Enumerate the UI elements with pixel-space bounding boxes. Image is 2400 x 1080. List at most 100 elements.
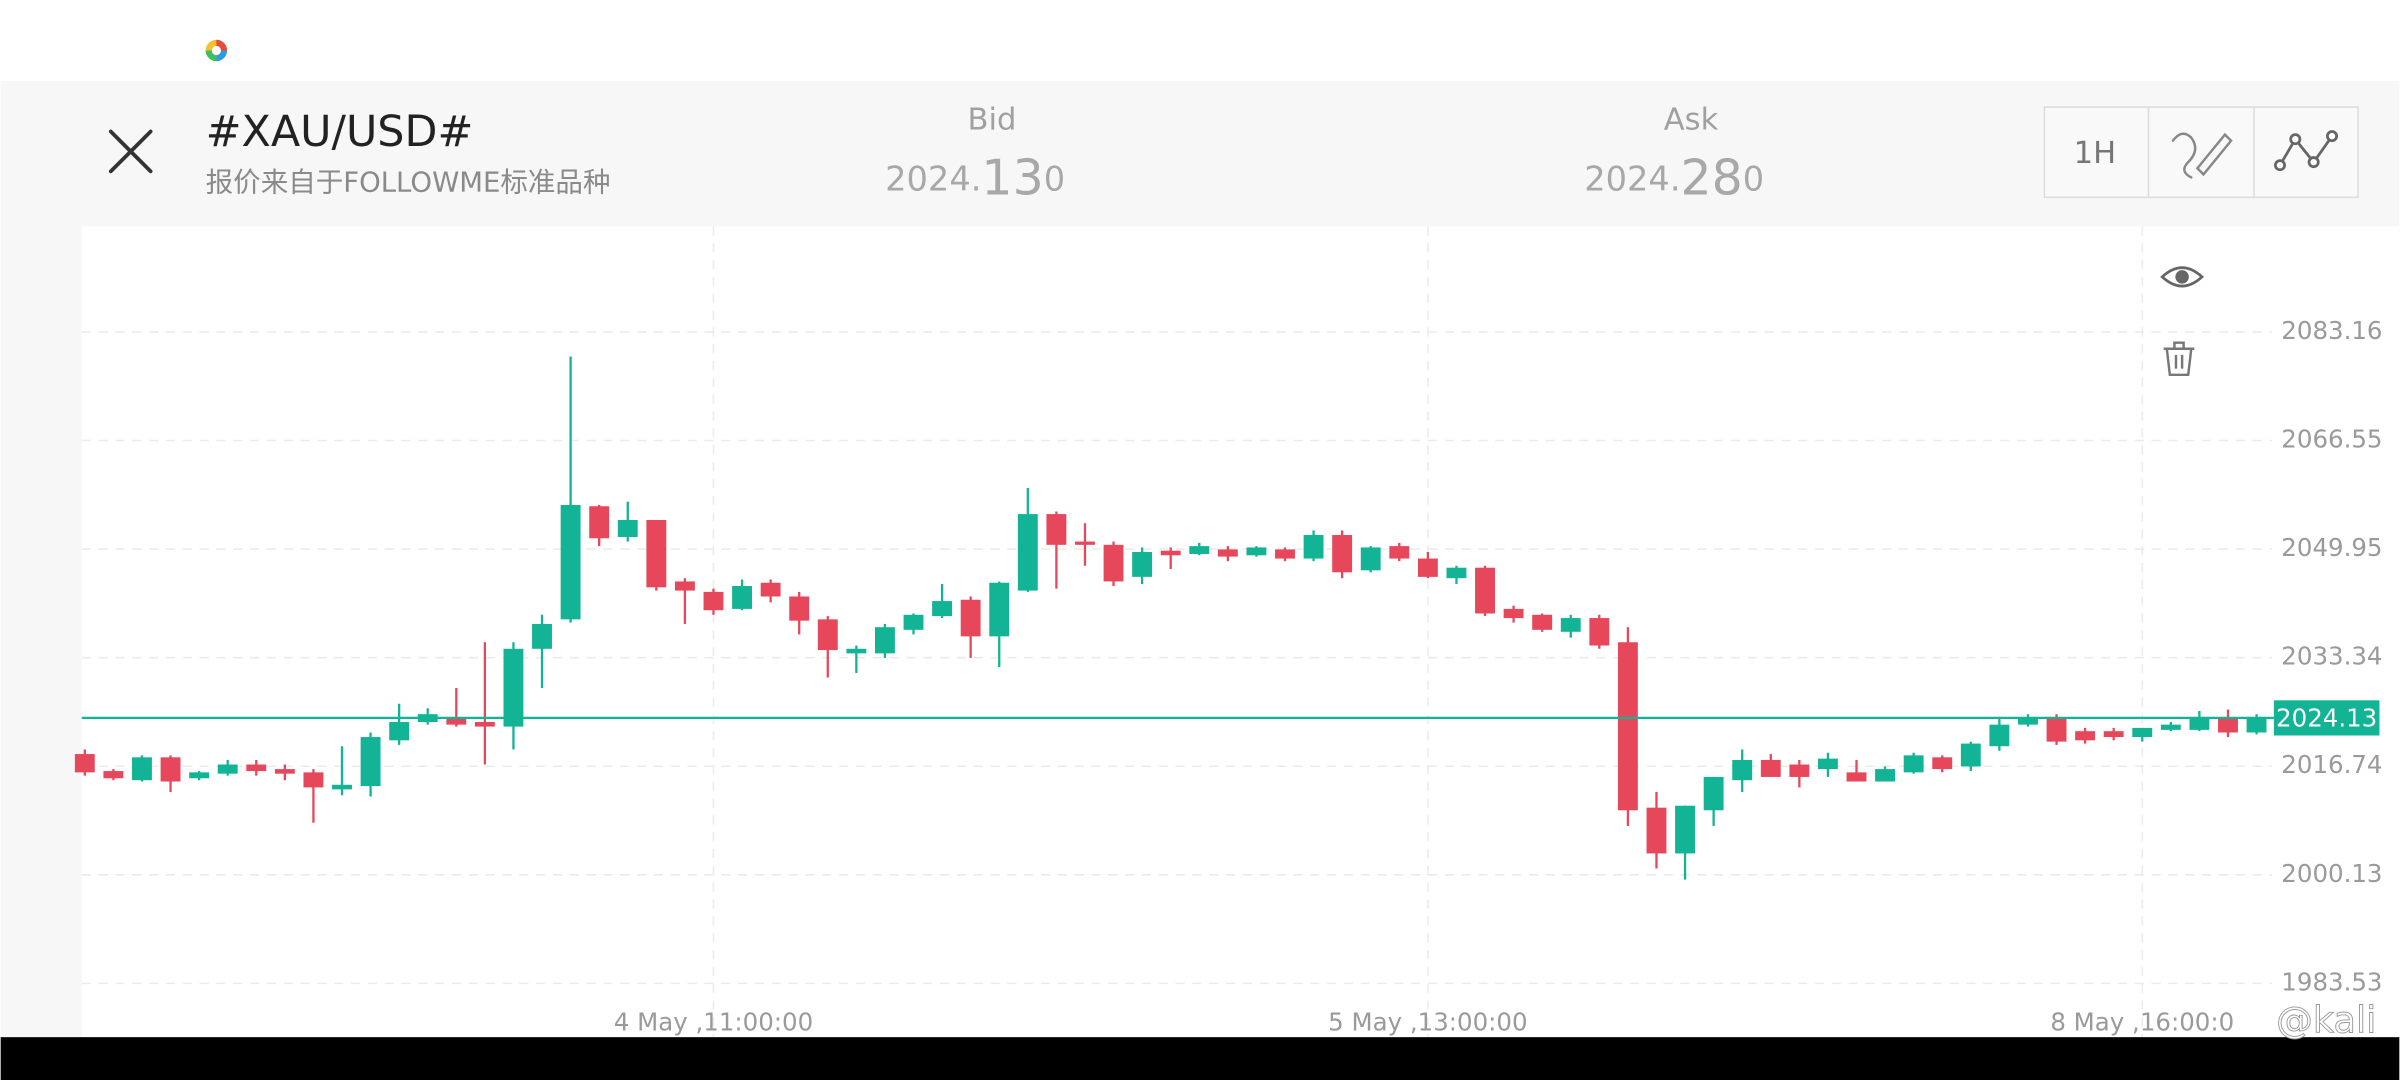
candle-body	[1675, 805, 1695, 854]
y-tick-label: 2066.55	[2281, 425, 2382, 454]
candle-body	[1532, 614, 1553, 630]
candle-body	[1446, 567, 1467, 579]
candle-body	[1103, 544, 1124, 582]
candle-body	[103, 771, 124, 779]
candle-body	[1960, 743, 1981, 767]
candle-body	[1217, 549, 1238, 557]
candle	[2160, 722, 2181, 732]
candle	[160, 755, 181, 792]
candle	[560, 356, 581, 623]
candle-body	[332, 784, 352, 790]
candle-body	[789, 596, 810, 621]
bid-price-part: 13	[981, 149, 1043, 206]
candle-body	[560, 504, 581, 620]
candle	[960, 596, 981, 658]
candle	[274, 764, 295, 781]
candle	[932, 584, 953, 619]
candle-body	[2046, 718, 2067, 742]
candle-body	[303, 772, 324, 788]
draw-button[interactable]	[2171, 132, 2233, 179]
candle-body	[474, 722, 495, 727]
eye-button[interactable]	[2160, 266, 2205, 288]
candle-body	[874, 627, 895, 654]
candle-body	[274, 769, 295, 774]
candle-body	[903, 614, 924, 630]
candle-body	[589, 506, 610, 539]
bid-price: 2024.130	[885, 149, 1065, 206]
candle	[1046, 511, 1067, 589]
candle-body	[703, 591, 724, 611]
indicator-button[interactable]	[2274, 130, 2338, 172]
candle-body	[1246, 547, 1267, 556]
candle	[1703, 776, 1724, 826]
navigation-bar	[0, 1037, 2400, 1080]
candle-body	[1875, 769, 1896, 782]
last-price-tag	[2273, 700, 2380, 736]
close-button[interactable]	[108, 129, 153, 174]
candle-body	[1589, 618, 1610, 646]
y-tick-label: 1983.53	[2281, 967, 2382, 996]
symbol: #XAU/USD#	[206, 107, 474, 157]
candle-body	[74, 754, 95, 773]
candle	[1646, 791, 1667, 869]
candle	[446, 688, 467, 727]
source: 报价来自于FOLLOWME标准品种	[206, 167, 611, 199]
candle-body	[1617, 642, 1638, 811]
y-tick-label: 2033.34	[2281, 642, 2382, 671]
candle	[1846, 759, 1867, 782]
candle	[1817, 752, 1838, 777]
delete-button[interactable]	[2163, 341, 2195, 377]
candle	[474, 642, 495, 765]
candle	[2046, 714, 2067, 745]
candle-body	[2132, 727, 2153, 738]
candle	[1589, 614, 1610, 649]
last-price-label: 2024.13	[2276, 703, 2377, 732]
candle-body	[1417, 558, 1438, 577]
candle-body	[1560, 618, 1581, 632]
candle	[217, 759, 238, 776]
candle	[1303, 530, 1324, 562]
candle-body	[1903, 755, 1924, 773]
candle	[903, 613, 924, 635]
candle	[332, 746, 352, 796]
candle-body	[1275, 549, 1295, 559]
candle-body	[617, 519, 638, 537]
candle	[703, 588, 724, 615]
status-bar	[0, 0, 2400, 82]
candle	[617, 501, 638, 542]
candle	[1103, 541, 1124, 587]
candle	[503, 642, 524, 750]
candle	[1760, 754, 1781, 777]
candle	[1532, 613, 1553, 632]
candle-body	[446, 718, 467, 725]
candle	[589, 504, 610, 547]
y-tick-label: 2000.13	[2281, 859, 2382, 888]
watermark: @kali	[2276, 998, 2376, 1041]
candle	[1360, 546, 1381, 573]
candle	[1217, 546, 1238, 562]
candle	[1417, 552, 1438, 579]
timeframe-button[interactable]: 1H	[2074, 136, 2116, 171]
ask-price-part: 2024.	[1584, 159, 1680, 198]
candle-body	[1160, 550, 1181, 556]
candle	[1789, 759, 1810, 788]
candle-body	[846, 648, 867, 654]
candle	[674, 578, 695, 624]
candle-body	[1732, 759, 1753, 781]
candle-body	[817, 619, 838, 651]
candle	[1160, 547, 1181, 570]
candle	[1275, 547, 1295, 562]
candle-body	[960, 599, 981, 637]
candle	[1617, 627, 1638, 826]
candle-body	[503, 648, 524, 727]
candle-body	[1789, 764, 1810, 777]
candle-body	[217, 764, 238, 774]
candle	[1017, 487, 1038, 592]
candle-body	[1989, 724, 2010, 747]
candle	[2189, 710, 2210, 732]
candle	[2075, 727, 2096, 744]
candle	[2218, 709, 2238, 738]
candle-body	[1475, 567, 1495, 614]
y-tick-label: 2016.74	[2281, 750, 2382, 779]
